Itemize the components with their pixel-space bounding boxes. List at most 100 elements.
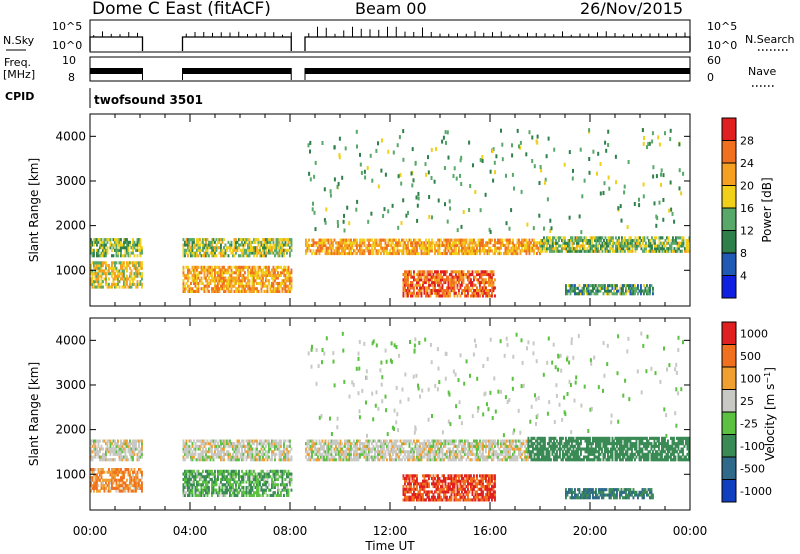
echo-cell [242,480,245,484]
echo-cell [622,239,625,243]
echo-cell [191,455,194,459]
echo-cell [623,292,626,296]
echo-cell [94,473,97,477]
nave-right-tick-top: 60 [707,54,721,67]
echo-cell [498,246,501,250]
echo-cell [435,289,438,293]
echo-cell [97,251,100,255]
echo-cell [272,279,275,283]
echo-cell [616,286,618,290]
echo-cell [229,491,231,495]
echo-cell [387,252,390,256]
echo-cell [461,241,463,245]
echo-cell [537,246,540,250]
echo-cell [621,247,623,251]
echo-cell [280,439,282,443]
echo-cell [450,286,453,290]
echo-cell [265,480,267,484]
echo-cell [444,291,447,295]
echo-cell [640,247,643,251]
echo-cell [253,240,255,244]
echo-cell [196,480,198,484]
echo-cell [199,246,201,250]
echo-cell [111,243,113,247]
echo-cell [247,276,249,280]
echo-cell [537,241,540,245]
echo-cell [139,251,142,255]
echo-cell [247,238,249,242]
echo-cell [621,239,623,243]
echo-cell [229,488,231,492]
echo-cell [467,246,469,250]
echo-cell [320,455,322,459]
echo-cell [200,444,203,448]
echo-cell [194,271,197,275]
echo-cell [283,265,285,269]
sparse-echo [623,190,626,195]
echo-cell [247,450,249,454]
sparse-echo [642,141,645,146]
echo-cell [606,249,608,253]
echo-cell [410,283,412,287]
sparse-echo [651,139,654,144]
echo-cell [191,444,194,448]
echo-cell [533,243,535,247]
echo-cell [308,455,310,459]
echo-cell [123,272,125,276]
nsearch-label: N.Search [745,33,795,46]
echo-cell [464,286,466,290]
echo-cell [253,265,255,269]
echo-cell [497,246,499,250]
echo-cell [486,289,489,293]
echo-cell [102,261,104,265]
sparse-echo [526,222,529,227]
echo-cell [283,493,285,497]
sparse-echo [520,189,523,194]
echo-cell [468,278,471,282]
echo-cell [308,458,310,462]
echo-cell [571,286,573,290]
echo-cell [687,247,689,251]
echo-cell [260,289,263,293]
echo-cell [446,278,448,282]
echo-cell [592,289,594,293]
echo-cell [235,452,237,456]
echo-cell [91,243,94,247]
echo-cell [464,252,466,256]
echo-cell [483,286,486,290]
echo-cell [586,284,588,288]
echo-cell [306,444,309,448]
echo-cell [477,249,480,253]
echo-cell [263,458,266,462]
echo-cell [221,254,224,258]
echo-cell [483,249,486,253]
echo-cell [449,273,451,277]
echo-cell [480,275,483,279]
echo-cell [290,281,293,285]
echo-cell [229,475,231,479]
echo-cell [658,247,661,251]
echo-cell [209,444,212,448]
echo-cell [278,439,281,443]
echo-cell [121,274,124,278]
echo-cell [428,286,430,290]
echo-cell [607,292,609,296]
echo-cell [268,248,270,252]
echo-cell [191,279,194,283]
echo-cell [619,241,622,245]
echo-cell [486,241,489,245]
echo-cell [675,241,677,245]
sparse-echo [544,180,546,185]
nsky-label: N.Sky [3,34,35,47]
echo-cell [215,483,218,487]
echo-cell [263,254,266,258]
sparse-echo [338,155,341,160]
sparse-echo [617,206,620,211]
echo-cell [112,470,115,474]
echo-cell [260,284,263,288]
echo-cell [629,289,632,293]
echo-cell [115,489,118,493]
echo-cell [467,278,469,282]
echo-cell [318,243,321,247]
echo-cell [321,249,324,253]
